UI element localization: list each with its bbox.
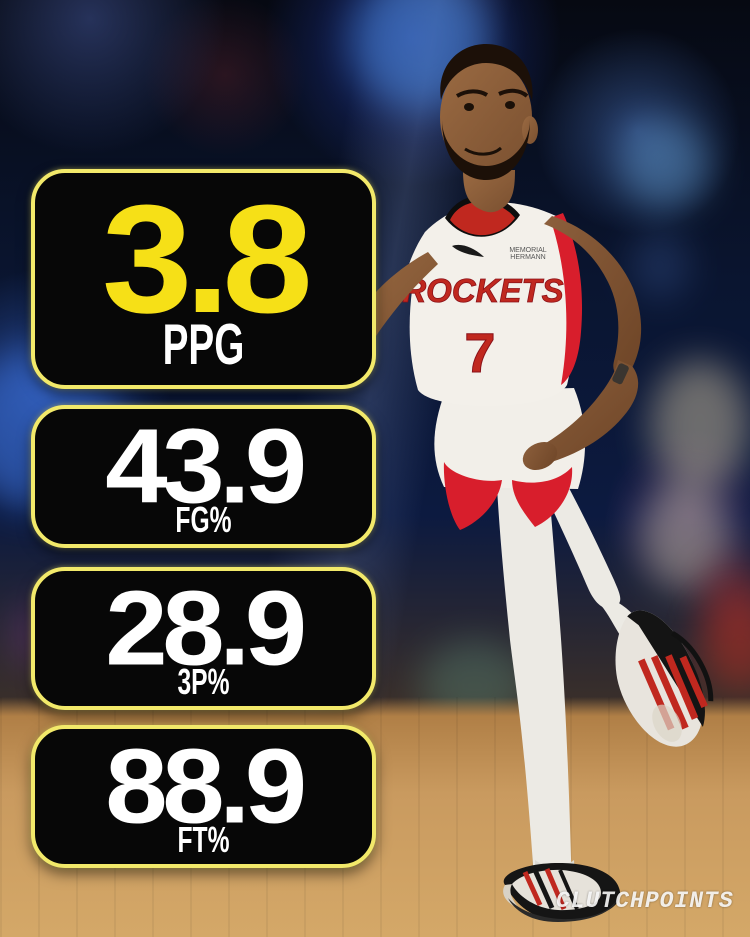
svg-text:ROCKETS: ROCKETS (402, 272, 563, 309)
svg-text:7: 7 (464, 321, 495, 384)
svg-text:MEMORIAL: MEMORIAL (509, 247, 546, 254)
svg-text:HERMANN: HERMANN (510, 254, 545, 261)
